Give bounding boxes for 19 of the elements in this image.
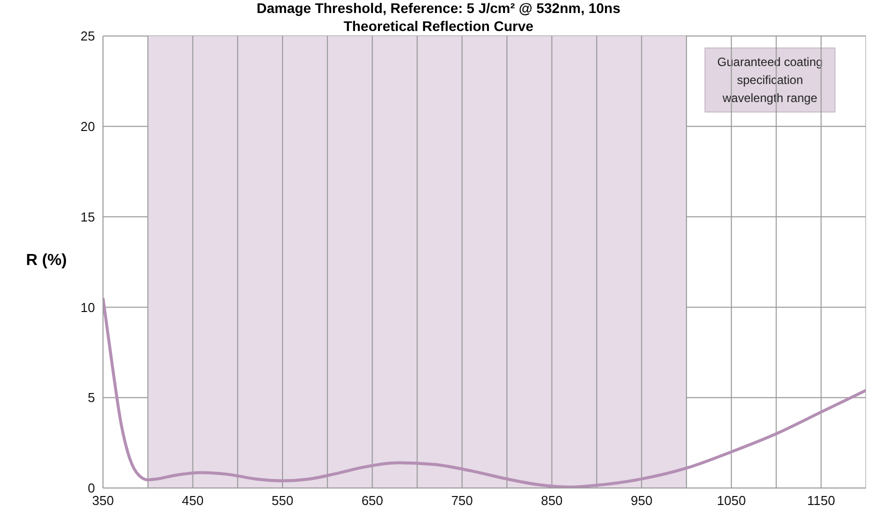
y-axis-title: R (%) [26,252,67,270]
chart-title: Theoretical Reflection Curve [344,18,534,34]
y-tick-label: 5 [88,390,95,406]
y-tick-label: 25 [80,28,95,44]
x-tick-label: 850 [540,493,563,508]
y-tick-label: 10 [80,300,95,315]
y-tick-label: 15 [80,209,95,224]
x-tick-label: 550 [272,493,294,508]
x-tick-label: 950 [630,493,652,508]
x-tick-label: 450 [182,493,204,508]
y-tick-label: 0 [88,480,95,496]
x-tick-label: 350 [92,493,114,508]
x-tick-label: 1150 [807,493,836,508]
x-tick-label: 750 [451,493,473,508]
x-tick-label: 1050 [716,493,746,508]
band-label: Guaranteed coating specification wavelength range [717,55,823,105]
y-tick-label: 20 [80,119,95,134]
x-tick-label: 650 [361,493,384,508]
chart-subtitle: Damage Threshold, Reference: 5 J/cm² @ 532nm, 10ns [256,0,622,18]
